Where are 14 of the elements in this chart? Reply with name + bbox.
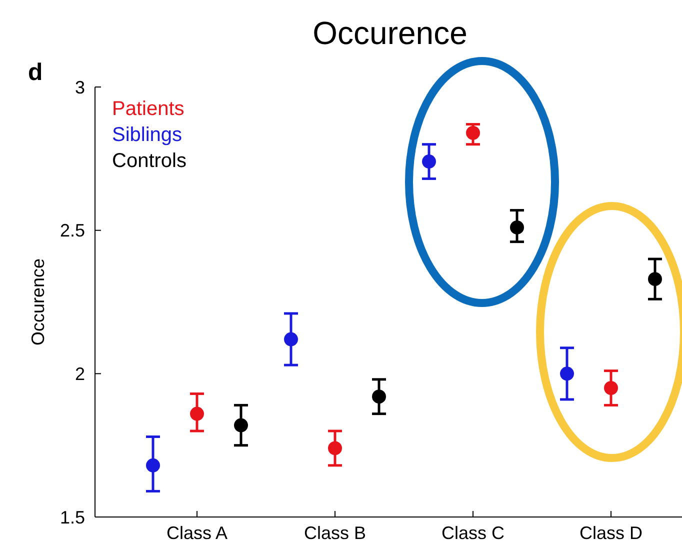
x-tick-label: Class D [579,523,643,543]
y-tick-label: 1.5 [60,507,85,528]
text: Patients [112,98,184,120]
x-tick-label: Class C [441,523,505,543]
x-tick-label: Class A [166,523,228,543]
x-tick-label: Class B [304,523,366,543]
y-tick-label: 3 [74,77,85,98]
y-axis-title: Occurence [28,258,48,346]
y-tick-label: 2 [74,364,85,384]
chart-title: Occurence [312,15,468,51]
text: Siblings [112,124,182,146]
text: Controls [112,150,186,172]
y-tick-label: 2.5 [60,220,85,241]
text: d [28,59,43,86]
